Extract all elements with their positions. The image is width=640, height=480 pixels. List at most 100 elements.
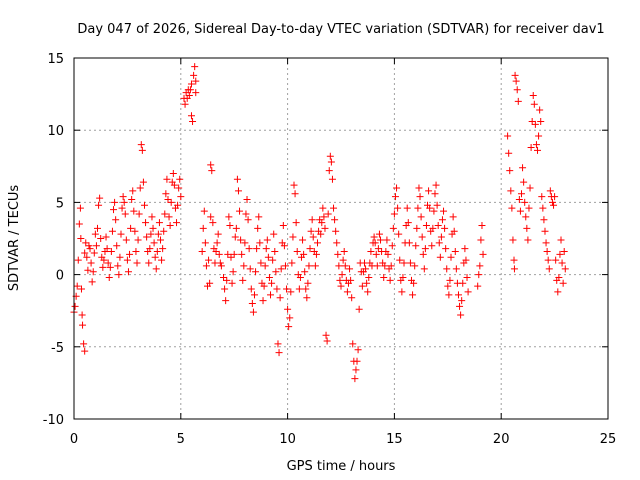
data-point: [135, 210, 143, 218]
data-point: [331, 216, 339, 224]
data-point: [420, 265, 428, 273]
data-point: [314, 239, 322, 247]
data-point: [332, 227, 340, 235]
data-point: [318, 219, 326, 227]
data-point: [299, 236, 307, 244]
data-point: [132, 247, 140, 255]
data-point: [104, 259, 112, 267]
data-point: [475, 271, 483, 279]
data-point: [351, 375, 359, 383]
data-point: [545, 265, 553, 273]
data-point: [265, 273, 273, 281]
data-point: [554, 288, 562, 296]
data-point: [300, 250, 308, 258]
data-point: [224, 250, 232, 258]
data-point: [375, 230, 383, 238]
data-point: [302, 285, 310, 293]
data-point: [232, 224, 240, 232]
data-point: [444, 282, 452, 290]
data-point: [304, 279, 312, 287]
data-point: [517, 190, 525, 198]
data-point: [416, 193, 424, 201]
data-point: [532, 141, 540, 149]
data-point: [254, 224, 262, 232]
data-point: [505, 149, 513, 157]
data-point: [181, 100, 189, 108]
data-point: [117, 230, 125, 238]
data-point: [260, 282, 268, 290]
data-point: [231, 233, 239, 241]
data-point: [438, 216, 446, 224]
data-point: [207, 161, 215, 169]
data-point: [277, 265, 285, 273]
data-point: [262, 245, 270, 253]
data-point: [248, 299, 256, 307]
data-point: [478, 222, 486, 230]
data-point: [338, 271, 346, 279]
data-point: [543, 247, 551, 255]
data-point: [504, 132, 512, 140]
data-point: [96, 194, 104, 202]
data-point: [121, 210, 129, 218]
data-point: [152, 265, 160, 273]
data-point: [227, 253, 235, 261]
data-point: [520, 178, 528, 186]
data-point: [414, 204, 422, 212]
data-point: [404, 219, 412, 227]
data-point: [390, 210, 398, 218]
data-point: [149, 224, 157, 232]
data-point: [510, 265, 518, 273]
data-point: [73, 282, 81, 290]
data-point: [459, 279, 467, 287]
axis-ticks: [73, 57, 609, 420]
data-point: [405, 239, 413, 247]
data-point: [79, 321, 87, 329]
data-point: [422, 222, 430, 230]
data-point: [364, 288, 372, 296]
x-tick-label: 15: [386, 432, 403, 447]
data-point: [166, 222, 174, 230]
data-point: [477, 236, 485, 244]
data-point: [213, 239, 221, 247]
data-point: [241, 239, 249, 247]
data-point: [206, 279, 214, 287]
data-point: [544, 256, 552, 264]
data-point: [131, 227, 139, 235]
data-point: [115, 271, 123, 279]
data-point: [336, 276, 344, 284]
data-point: [230, 250, 238, 258]
data-point: [418, 233, 426, 241]
data-point: [433, 201, 441, 209]
data-point: [205, 256, 213, 264]
data-point: [208, 167, 216, 175]
data-point: [85, 242, 93, 250]
data-point: [386, 276, 394, 284]
data-point: [173, 219, 181, 227]
data-point: [137, 141, 145, 149]
data-point: [373, 262, 381, 270]
data-point: [71, 302, 79, 310]
data-point: [199, 224, 207, 232]
data-point: [140, 201, 148, 209]
data-point: [524, 236, 532, 244]
data-point: [279, 222, 287, 230]
data-point: [108, 227, 116, 235]
data-point: [91, 230, 99, 238]
data-point: [142, 219, 150, 227]
data-point: [377, 236, 385, 244]
data-point: [107, 247, 115, 255]
data-point: [113, 242, 121, 250]
data-point: [174, 201, 182, 209]
data-point: [540, 216, 548, 224]
data-point: [526, 184, 534, 192]
data-point: [200, 207, 208, 215]
data-point: [349, 340, 357, 348]
data-point: [322, 331, 330, 339]
data-point: [409, 291, 417, 299]
y-tick-label: 5: [56, 196, 64, 211]
data-point: [283, 285, 291, 293]
data-point: [398, 288, 406, 296]
data-point: [215, 250, 223, 258]
data-point: [388, 242, 396, 250]
